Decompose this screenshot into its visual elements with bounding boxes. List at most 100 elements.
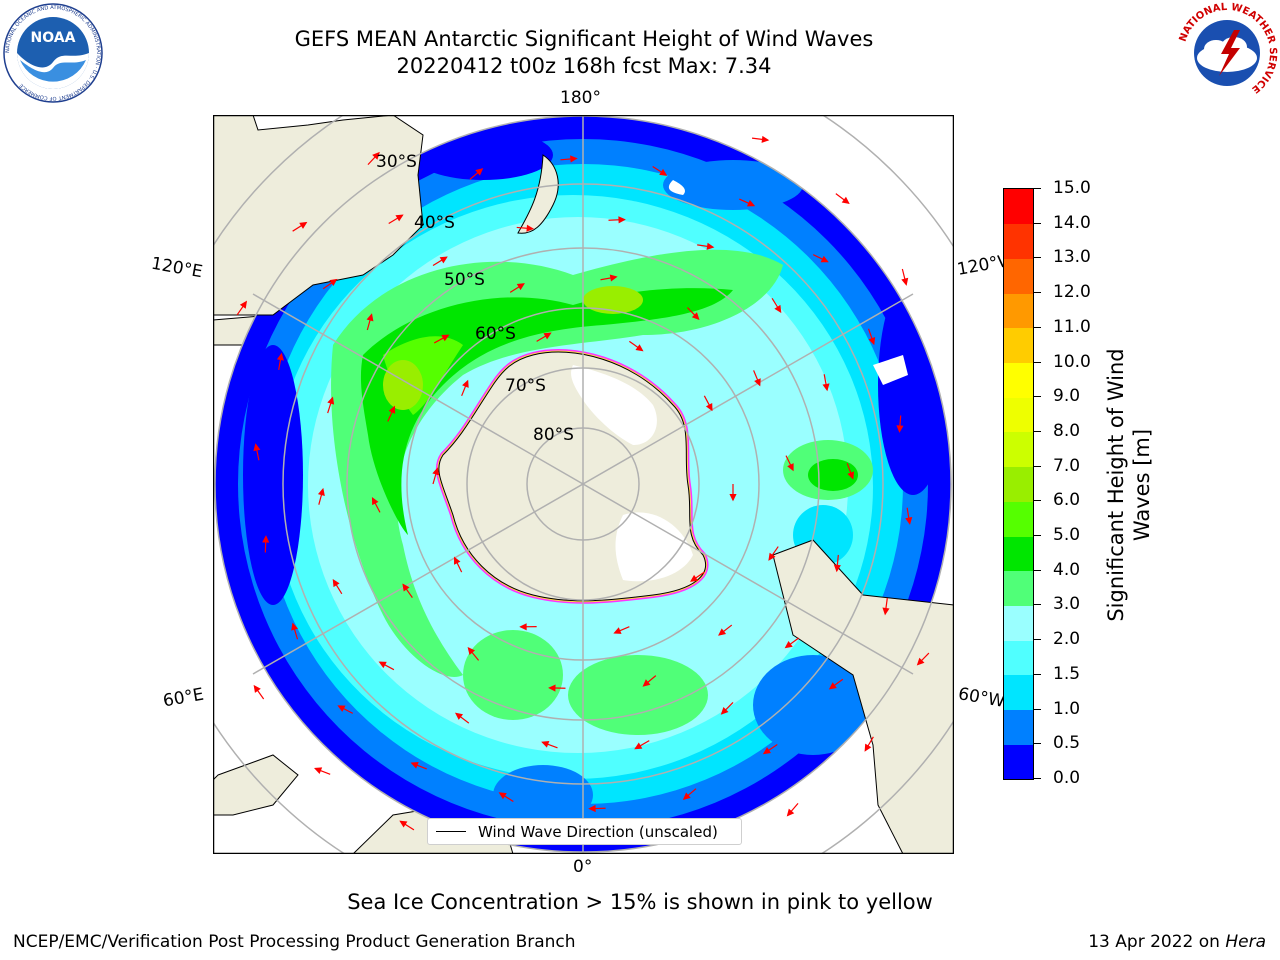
wave-direction-arrowhead — [841, 196, 850, 205]
colorbar-tick — [1034, 361, 1041, 363]
colorbar-segment — [1004, 397, 1033, 433]
wave-direction-arrowhead — [613, 627, 622, 634]
wave-direction-arrowhead — [847, 471, 855, 480]
legend-label: Wind Wave Direction (unscaled) — [478, 822, 718, 841]
lat-label-80s: 80°S — [533, 425, 574, 445]
colorbar-tick — [1034, 569, 1041, 571]
wave-direction-arrowhead — [541, 740, 550, 748]
lon-label-0: 0° — [573, 857, 593, 877]
lon-label-120e: 120°E — [149, 253, 205, 283]
wave-direction-arrowhead — [467, 646, 476, 655]
wave-direction-arrowhead — [706, 242, 715, 250]
colorbar-tick-label: 14.0 — [1053, 212, 1091, 233]
wave-direction-arrowhead — [786, 808, 795, 817]
colorbar-tick-label: 1.5 — [1053, 663, 1081, 684]
wave-direction-arrowhead — [327, 396, 335, 405]
wave-direction-arrowhead — [462, 379, 469, 388]
wave-direction-arrowhead — [768, 552, 776, 561]
wave-direction-arrowhead — [253, 443, 261, 452]
colorbar-label: Significant Height of Wind Waves [m] — [1104, 348, 1154, 622]
wave-direction-arrowhead — [388, 405, 396, 414]
wave-direction-arrowhead — [905, 517, 913, 525]
wave-direction-arrowhead — [519, 623, 527, 631]
wave-direction-arrowhead — [378, 661, 387, 669]
wave-direction-arrowhead — [526, 224, 535, 232]
wave-direction-arrowhead — [634, 742, 643, 750]
colorbar-segment — [1004, 327, 1033, 364]
colorbar-tick-label: 11.0 — [1053, 316, 1091, 337]
colorbar-tick-label: 5.0 — [1053, 525, 1081, 546]
colorbar-tick-label: 0.5 — [1053, 733, 1081, 754]
wave-direction-arrowhead — [410, 761, 419, 769]
lat-label-60s: 60°S — [475, 324, 516, 344]
colorbar-tick — [1034, 222, 1041, 224]
colorbar-segment — [1004, 570, 1033, 606]
lon-label-180: 180° — [560, 88, 601, 108]
wave-direction-arrowhead — [399, 820, 408, 828]
colorbar-tick — [1034, 673, 1041, 675]
map-legend: Wind Wave Direction (unscaled) — [427, 818, 742, 845]
wave-direction-arrowhead — [276, 352, 284, 361]
colorbar-tick — [1034, 639, 1041, 641]
wave-direction-arrowhead — [901, 277, 909, 286]
wave-direction-arrowhead — [454, 712, 464, 720]
wave-direction-arrowhead — [822, 383, 830, 392]
wave-direction-arrowhead — [729, 493, 737, 502]
wave-direction-arrowhead — [543, 332, 552, 340]
colorbar-tick — [1034, 396, 1041, 398]
wave-direction-arrowhead — [239, 300, 248, 309]
colorbar-segment — [1004, 431, 1033, 468]
colorbar-tick-label: 2.0 — [1053, 629, 1081, 650]
colorbar-tick-label: 9.0 — [1053, 386, 1081, 407]
lat-label-70s: 70°S — [505, 376, 546, 396]
colorbar-tick — [1034, 743, 1041, 745]
wave-direction-arrowhead — [372, 151, 380, 160]
colorbar-tick-label: 1.0 — [1053, 698, 1081, 719]
wave-direction-arrowhead — [371, 496, 379, 506]
wave-direction-arrowhead — [516, 283, 525, 291]
colorbar-tick — [1034, 604, 1041, 606]
wave-direction-arrowhead — [868, 337, 876, 346]
wave-direction-arrowhead — [828, 682, 837, 690]
wave-direction-arrowhead — [332, 579, 340, 588]
colorbar-tick — [1034, 708, 1041, 710]
colorbar-segment — [1004, 536, 1033, 572]
lon-label-60w: 60°W — [956, 684, 1007, 712]
chart-title: GEFS MEAN Antarctic Significant Height o… — [294, 27, 874, 51]
wave-direction-arrowhead — [548, 684, 556, 692]
wave-direction-arrowhead — [317, 487, 325, 496]
wave-direction-arrowhead — [253, 684, 261, 693]
wave-direction-arrowhead — [761, 135, 770, 143]
colorbar-tick — [1034, 465, 1041, 467]
svg-text:NOAA: NOAA — [31, 30, 76, 46]
footer-date-text: 13 Apr 2022 on — [1088, 932, 1226, 952]
colorbar-segment — [1004, 258, 1033, 294]
lon-label-60e: 60°E — [161, 684, 206, 712]
wave-direction-arrowhead — [784, 641, 793, 649]
wave-direction-arrowhead — [329, 278, 338, 286]
colorbar-tick — [1034, 257, 1041, 259]
colorbar-tick — [1034, 430, 1041, 432]
footer-host: Hera — [1225, 932, 1266, 952]
wave-direction-arrowhead — [642, 679, 651, 687]
colorbar-tick — [1034, 500, 1041, 502]
colorbar-tick-label: 0.0 — [1053, 768, 1081, 788]
wave-direction-arrowhead — [313, 767, 323, 775]
footer-branch: NCEP/EMC/Verification Post Processing Pr… — [13, 932, 576, 952]
colorbar-tick-label: 6.0 — [1053, 490, 1081, 511]
colorbar-segment — [1004, 362, 1033, 398]
lat-label-40s: 40°S — [414, 213, 455, 233]
colorbar-tick — [1034, 535, 1041, 537]
colorbar-segment — [1004, 744, 1033, 780]
wave-direction-arrowhead — [291, 622, 299, 631]
wave-direction-arrowhead — [691, 312, 700, 321]
colorbar-segment — [1004, 189, 1033, 225]
nws-logo: NATIONAL WEATHER SERVICE — [1178, 2, 1278, 102]
wave-direction-arrowhead — [754, 378, 761, 387]
colorbar-tick-label: 7.0 — [1053, 455, 1081, 476]
wave-direction-arrowhead — [498, 792, 507, 800]
wave-direction-arrowhead — [833, 564, 841, 573]
wave-direction-arrowhead — [402, 583, 410, 592]
wave-direction-arrowhead — [864, 743, 872, 752]
wave-direction-arrowhead — [262, 535, 270, 543]
